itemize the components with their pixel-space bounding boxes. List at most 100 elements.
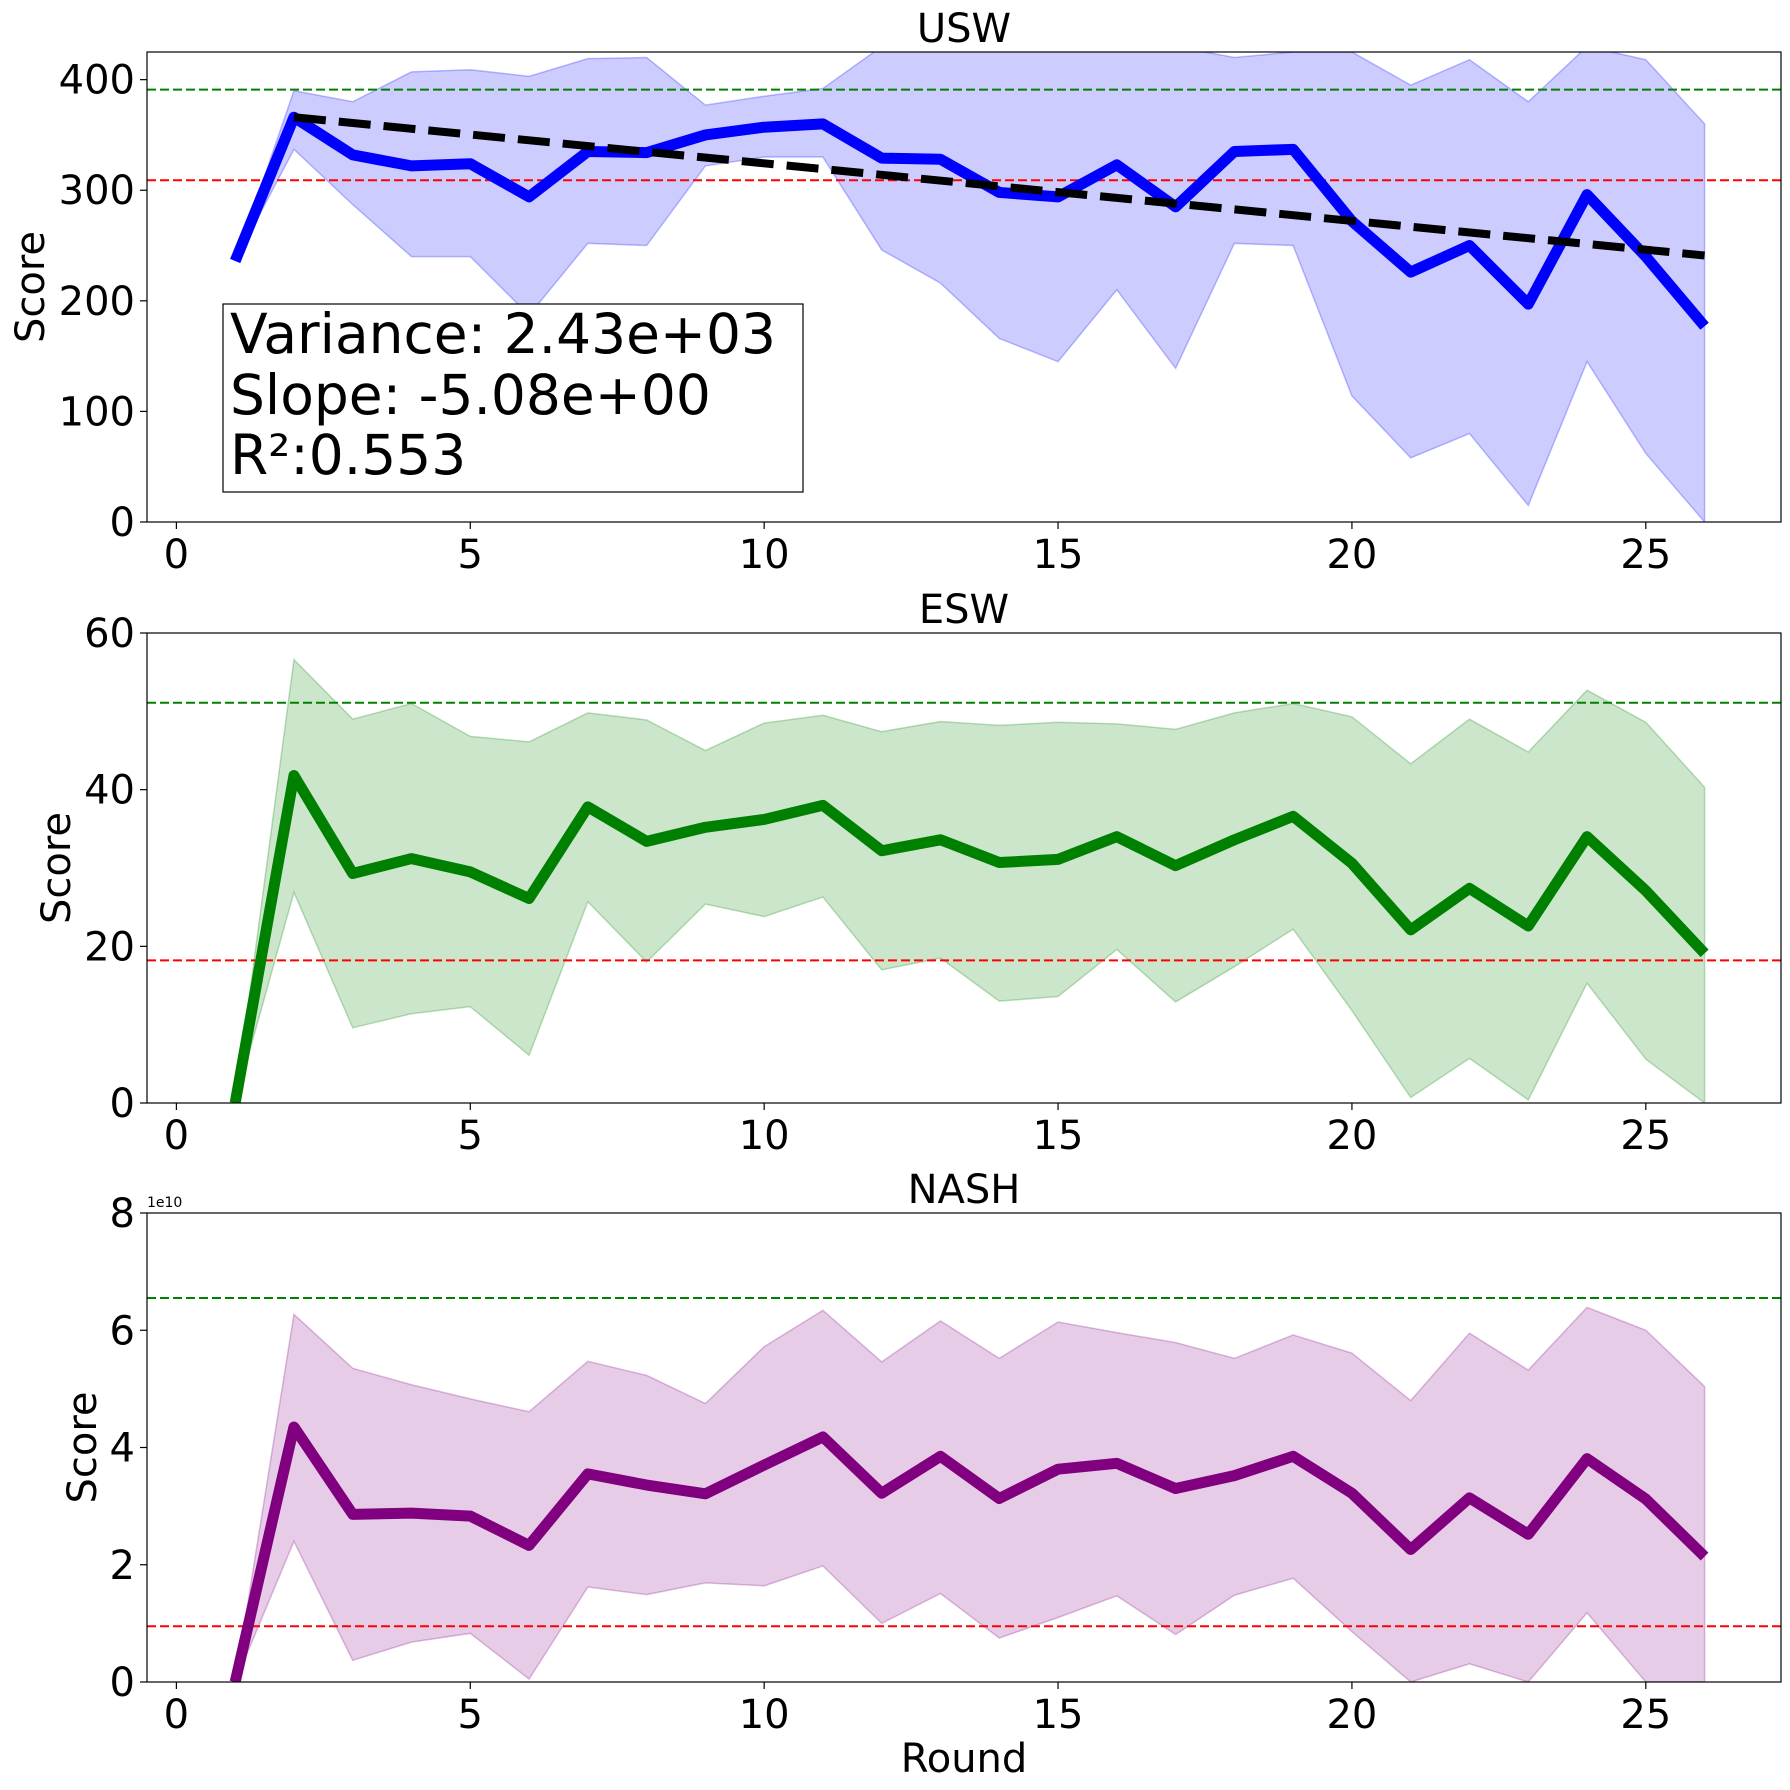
usw-data-point: [234, 260, 236, 262]
usw-trend-line: [293, 113, 1705, 260]
nash-data-point: [352, 1513, 354, 1515]
esw-x-tick-label: 10: [739, 1113, 790, 1159]
usw-x-tick-label: 20: [1326, 532, 1377, 578]
esw-panel: 0 5 10 15 20 25 0 20 40 60 ESW Score: [34, 587, 1782, 1159]
usw-plot-area: [147, 52, 1781, 522]
usw-y-tick-label: 0: [110, 500, 135, 546]
esw-x-tick-label: 25: [1620, 1113, 1671, 1159]
nash-data-point: [469, 1515, 471, 1517]
usw-data-point: [939, 158, 941, 160]
nash-data-point: [1645, 1498, 1647, 1500]
nash-y-tick-label: 2: [110, 1543, 135, 1589]
nash-x-tick-label: 5: [458, 1692, 483, 1738]
esw-data-point: [704, 826, 706, 828]
esw-data-point: [763, 818, 765, 820]
nash-x-tick-label: 25: [1620, 1692, 1671, 1738]
nash-data-point: [1116, 1462, 1118, 1464]
usw-y-tick-label: 300: [59, 168, 135, 214]
nash-data-point: [1057, 1468, 1059, 1470]
usw-axes-frame: [146, 51, 1782, 523]
nash-chart-title: NASH: [908, 1167, 1021, 1213]
usw-data-point: [646, 152, 648, 154]
usw-data-point: [822, 123, 824, 125]
usw-data-point: [1410, 271, 1412, 273]
nash-data-point: [1292, 1455, 1294, 1457]
esw-data-point: [1410, 929, 1412, 931]
usw-series-line: [230, 111, 1709, 330]
nash-data-point: [646, 1484, 648, 1486]
usw-data-point: [1645, 256, 1647, 258]
esw-plot-area: [147, 658, 1781, 1103]
usw-data-point: [528, 196, 530, 198]
esw-data-point: [1586, 836, 1588, 838]
esw-data-point: [469, 871, 471, 873]
nash-data-point: [587, 1473, 589, 1475]
esw-data-point: [822, 804, 824, 806]
esw-axes-frame: [146, 632, 1782, 1104]
esw-y-tick-label: 60: [84, 611, 135, 657]
usw-x-tick-label: 5: [458, 532, 483, 578]
esw-data-point: [1233, 839, 1235, 841]
usw-data-point: [587, 151, 589, 153]
esw-data-point: [352, 872, 354, 874]
nash-data-point: [1586, 1458, 1588, 1460]
esw-data-point: [1175, 865, 1177, 867]
usw-data-point: [352, 154, 354, 156]
usw-y-tick-label: 100: [59, 389, 135, 435]
esw-data-point: [1468, 887, 1470, 889]
nash-data-point: [410, 1512, 412, 1514]
usw-data-point: [1704, 325, 1706, 327]
nash-plot-area: [147, 1297, 1781, 1682]
usw-y-tick-label: 400: [59, 58, 135, 104]
nash-data-point: [1410, 1549, 1412, 1551]
esw-data-point: [1527, 925, 1529, 927]
esw-data-point: [881, 850, 883, 852]
usw-stats-slope: Slope: -5.08e+00: [230, 363, 711, 427]
usw-x-tick-label: 0: [164, 532, 189, 578]
esw-data-point: [646, 840, 648, 842]
esw-y-tick-label: 20: [84, 924, 135, 970]
usw-y-tick-label: 200: [59, 279, 135, 325]
usw-data-point: [1527, 303, 1529, 305]
usw-data-point: [1233, 151, 1235, 153]
usw-data-point: [1468, 245, 1470, 247]
esw-y-axis-title: Score: [34, 812, 80, 924]
usw-data-point: [704, 134, 706, 136]
usw-x-tick-label: 10: [739, 532, 790, 578]
nash-data-point: [881, 1492, 883, 1494]
usw-data-point: [881, 157, 883, 159]
esw-x-tick-label: 20: [1326, 1113, 1377, 1159]
esw-data-point: [410, 858, 412, 860]
usw-y-axis-title: Score: [8, 231, 54, 343]
nash-x-tick-label: 20: [1326, 1692, 1377, 1738]
esw-data-point: [998, 862, 1000, 864]
nash-data-point: [822, 1436, 824, 1438]
nash-data-point: [704, 1493, 706, 1495]
esw-y-tick-label: 40: [84, 768, 135, 814]
usw-stats-r2: R²:0.553: [230, 423, 466, 487]
esw-x-tick-label: 15: [1033, 1113, 1084, 1159]
nash-data-point: [1175, 1488, 1177, 1490]
esw-data-point: [1057, 858, 1059, 860]
esw-data-point: [1704, 952, 1706, 954]
usw-x-tick-label: 15: [1033, 532, 1084, 578]
usw-data-point: [410, 165, 412, 167]
nash-y-tick-label: 0: [110, 1660, 135, 1706]
esw-std-band: [234, 658, 1706, 1103]
usw-data-point: [998, 191, 1000, 193]
esw-data-point: [1645, 890, 1647, 892]
nash-x-tick-label: 10: [739, 1692, 790, 1738]
esw-y-tick-label: 0: [110, 1081, 135, 1127]
nash-data-point: [1527, 1533, 1529, 1535]
nash-std-band: [234, 1306, 1706, 1682]
usw-chart-title: USW: [917, 6, 1011, 52]
usw-stats-variance: Variance: 2.43e+03: [230, 302, 776, 366]
esw-data-point: [293, 775, 295, 777]
nash-x-axis-title: Round: [901, 1736, 1028, 1782]
nash-x-tick-label: 15: [1033, 1692, 1084, 1738]
esw-data-point: [528, 898, 530, 900]
nash-data-point: [939, 1455, 941, 1457]
nash-axis-offset-label: 1e10: [147, 1195, 182, 1211]
usw-x-tick-label: 25: [1620, 532, 1671, 578]
